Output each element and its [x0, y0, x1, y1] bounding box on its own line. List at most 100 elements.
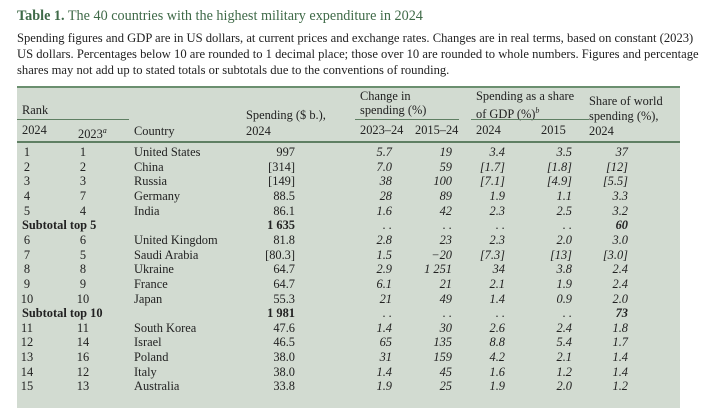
- footnote-b: b: [535, 106, 540, 115]
- table-row: 8 8 Ukraine 64.7 2.9 1 251 34 3.8 2.4: [17, 262, 680, 277]
- cell-r23: 3: [79, 174, 87, 189]
- cell-g15: 1.9: [556, 276, 573, 291]
- table-row: 9 9 France 64.7 6.1 21 2.1 1.9 2.4: [17, 277, 680, 292]
- cell-r23: 4: [79, 203, 87, 218]
- cell-world: 1.7: [612, 335, 629, 350]
- cell-spend: 1 981: [267, 306, 295, 321]
- cell-ch1: 65: [379, 335, 392, 350]
- cell-country: Israel: [134, 335, 162, 350]
- header-gdp-2: of GDP (%)b: [476, 103, 539, 122]
- cell-spend: 38.0: [273, 364, 295, 379]
- cell-g24: [1.7]: [479, 159, 505, 174]
- cell-r24: 10: [20, 291, 34, 306]
- cell-g24: 2.3: [489, 203, 506, 218]
- cell-spend: [149]: [268, 174, 295, 189]
- cell-ch2: 1 251: [424, 262, 452, 277]
- header-spending: Spending ($ b.),: [246, 108, 326, 122]
- cell-spend: 81.8: [273, 232, 295, 247]
- header-gdp-2-text: of GDP (%): [476, 107, 536, 122]
- cell-spend: 38.0: [273, 350, 295, 365]
- table-row: 1 1 United States 997 5.7 19 3.4 3.5 37: [17, 145, 680, 160]
- cell-r24: 14: [20, 364, 34, 379]
- cell-world: 2.4: [612, 276, 629, 291]
- cell-r24: 3: [23, 174, 31, 189]
- table-row: 13 16 Poland 38.0 31 159 4.2 2.1 1.4: [17, 350, 680, 365]
- cell-r23: 12: [76, 364, 90, 379]
- cell-g15: . .: [562, 218, 572, 233]
- cell-world: 3.0: [612, 232, 629, 247]
- cell-g24: 1.6: [489, 364, 506, 379]
- table-row: 11 11 South Korea 47.6 1.4 30 2.6 2.4 1.8: [17, 321, 680, 336]
- cell-g15: 1.1: [556, 188, 573, 203]
- cell-world: 2.4: [612, 262, 629, 277]
- cell-g24: 2.6: [489, 320, 506, 335]
- cell-ch2: 23: [439, 232, 452, 247]
- cell-ch2: 19: [439, 145, 452, 159]
- cell-g15: 0.9: [556, 291, 573, 306]
- gdp-rule: [471, 119, 589, 120]
- cell-ch1: 1.6: [376, 203, 393, 218]
- cell-ch1: 1.9: [376, 379, 393, 394]
- header-change-2023-24: 2023–24: [360, 123, 404, 137]
- cell-ch1: 28: [379, 188, 392, 203]
- cell-country: Poland: [134, 350, 169, 365]
- cell-world: 2.0: [612, 291, 629, 306]
- cell-g24: 1.4: [489, 291, 506, 306]
- cell-r23: 13: [76, 379, 90, 394]
- cell-ch1: . .: [382, 218, 392, 233]
- cell-ch2: 135: [433, 335, 452, 350]
- cell-g24: [7.1]: [479, 174, 505, 189]
- cell-ch1: 31: [379, 350, 392, 365]
- cell-ch1: 1.5: [376, 247, 393, 262]
- cell-g15: [4.9]: [546, 174, 572, 189]
- cell-ch2: −20: [431, 247, 452, 262]
- table-title-text: The 40 countries with the highest milita…: [67, 8, 423, 24]
- header-world-year: 2024: [589, 124, 614, 138]
- cell-world: [5.5]: [602, 174, 628, 189]
- table-row: 5 4 India 86.1 1.6 42 2.3 2.5 3.2: [17, 204, 680, 219]
- cell-country: Australia: [134, 379, 180, 394]
- cell-world: 37: [615, 145, 628, 159]
- cell-world: 3.2: [612, 203, 629, 218]
- header-change-2: spending (%): [360, 103, 427, 117]
- header-rank-2023-text: 2023: [78, 127, 103, 142]
- cell-spend: [314]: [268, 159, 295, 174]
- cell-r24: 8: [23, 262, 31, 277]
- cell-g24: [7.3]: [479, 247, 505, 262]
- cell-world: 60: [615, 218, 628, 233]
- cell-r24: 9: [23, 276, 31, 291]
- cell-r24: 12: [20, 335, 34, 350]
- header-rank: Rank: [22, 103, 49, 117]
- cell-r24: 4: [23, 188, 31, 203]
- cell-r24: 11: [21, 320, 33, 335]
- subtotal-row: Subtotal top 10 1 981 . . . . . . . . 73: [17, 306, 680, 321]
- cell-world: [3.0]: [602, 247, 628, 262]
- cell-g24: 1.9: [489, 188, 506, 203]
- table-label: Table 1.: [17, 8, 65, 24]
- cell-ch1: 1.4: [376, 320, 393, 335]
- cell-spend: 64.7: [273, 262, 295, 277]
- cell-ch1: 21: [379, 291, 392, 306]
- change-rule: [355, 119, 459, 120]
- cell-spend: 1 635: [267, 218, 295, 233]
- cell-ch2: 21: [439, 276, 452, 291]
- cell-g24: 1.9: [489, 379, 506, 394]
- cell-spend: 33.8: [273, 379, 295, 394]
- header-rank-2024: 2024: [22, 123, 47, 137]
- cell-ch2: 59: [439, 159, 452, 174]
- table-title: Table 1. The 40 countries with the highe…: [17, 8, 423, 25]
- cell-world: 3.3: [612, 188, 629, 203]
- cell-g24: 2.3: [489, 232, 506, 247]
- cell-r23: 11: [77, 320, 89, 335]
- cell-country: Japan: [134, 291, 163, 306]
- table-row: 12 14 Israel 46.5 65 135 8.8 5.4 1.7: [17, 335, 680, 350]
- cell-g24: . .: [495, 306, 505, 321]
- cell-ch1: 7.0: [376, 159, 393, 174]
- cell-ch1: 2.9: [376, 262, 393, 277]
- cell-spend: 997: [276, 145, 295, 159]
- cell-r23: 1: [79, 145, 87, 159]
- header-country: Country: [134, 124, 175, 138]
- table-row: 2 2 China [314] 7.0 59 [1.7] [1.8] [12]: [17, 160, 680, 175]
- cell-country: Ukraine: [134, 262, 174, 277]
- table-row: 6 6 United Kingdom 81.8 2.8 23 2.3 2.0 3.0: [17, 233, 680, 248]
